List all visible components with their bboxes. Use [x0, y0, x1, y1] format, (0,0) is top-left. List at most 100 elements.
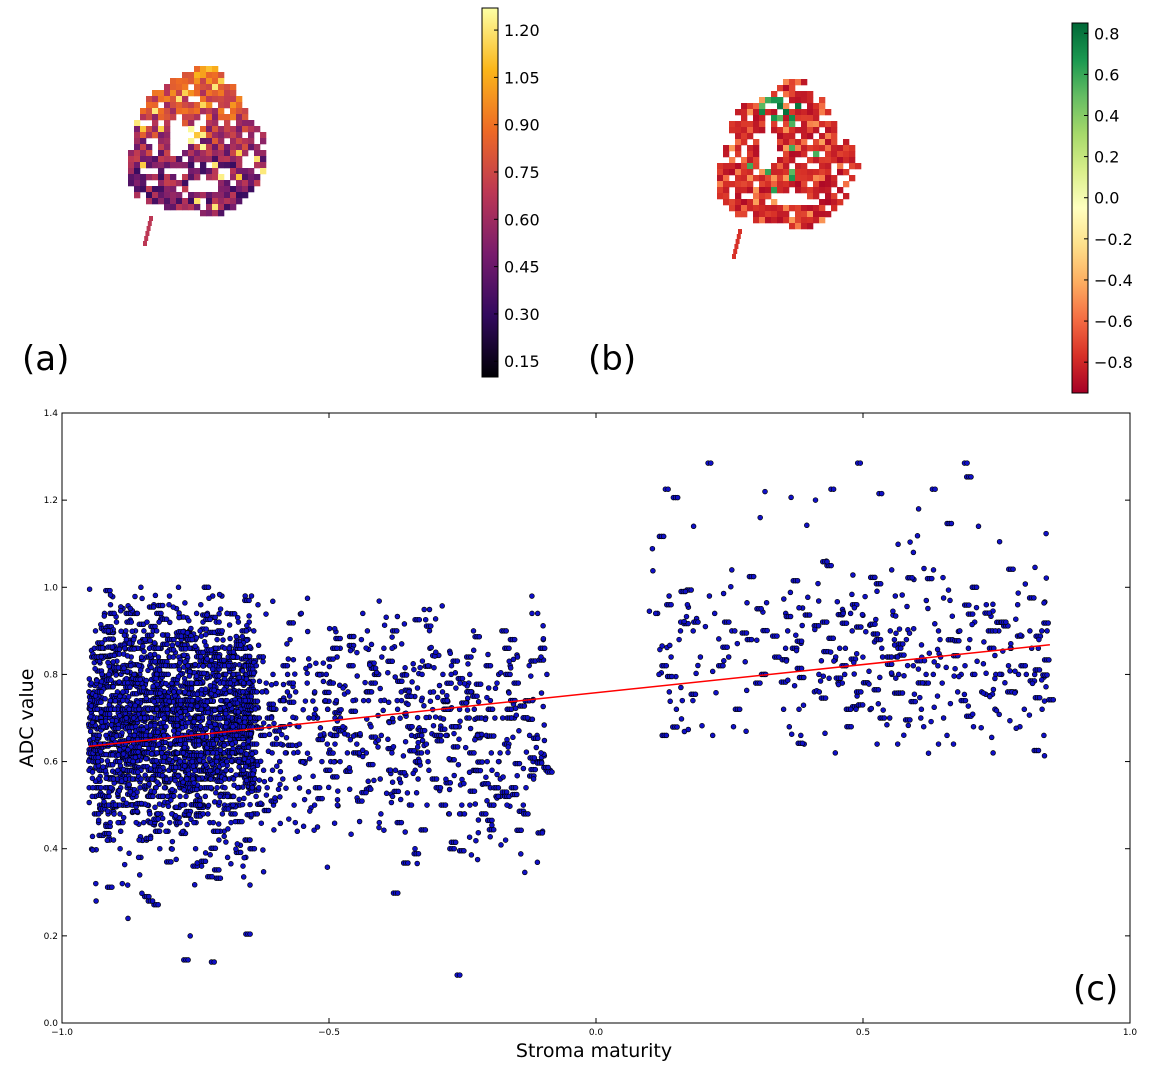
- scatter-point: [216, 799, 223, 805]
- scatter-point: [200, 663, 206, 669]
- scatter-point: [192, 643, 198, 650]
- scatter-point: [446, 786, 453, 793]
- map-pixel: [795, 151, 802, 158]
- map-pixel: [134, 138, 141, 145]
- map-pixel: [194, 156, 201, 163]
- map-pixel: [819, 133, 826, 140]
- scatter-point: [158, 610, 164, 617]
- map-pixel: [194, 204, 201, 211]
- scatter-point: [268, 682, 275, 688]
- map-pixel: [200, 126, 207, 133]
- scatter-point: [157, 690, 163, 697]
- scatter-point: [135, 854, 142, 861]
- scatter-point: [110, 684, 116, 690]
- scatter-point: [225, 806, 232, 812]
- colorbar-tick-label: 0.2: [1094, 148, 1119, 167]
- scatter-point: [106, 830, 112, 837]
- scatter-point: [466, 715, 472, 721]
- map-pixel: [152, 108, 159, 115]
- scatter-point: [260, 869, 267, 875]
- scatter-point: [364, 628, 371, 634]
- scatter-point: [124, 668, 131, 675]
- scatter-point: [109, 884, 115, 890]
- scatter-point: [160, 758, 167, 765]
- scatter-point: [257, 758, 264, 765]
- scatter-point: [319, 795, 325, 802]
- map-pixel: [164, 102, 171, 109]
- map-pixel: [200, 78, 207, 85]
- scatter-point: [301, 796, 308, 803]
- map-pixel: [230, 186, 237, 193]
- scatter-point: [177, 697, 184, 704]
- scatter-point: [373, 669, 380, 676]
- scatter-point: [193, 673, 200, 679]
- map-pixel: [146, 198, 153, 205]
- scatter-point: [471, 750, 477, 756]
- scatter-point: [245, 744, 252, 751]
- scatter-point: [223, 719, 230, 726]
- scatter-point: [253, 793, 259, 800]
- map-pixel: [825, 109, 832, 116]
- scatter-point: [140, 684, 147, 691]
- scatter-point: [483, 774, 489, 780]
- scatter-point: [245, 758, 252, 765]
- scatter-point: [439, 603, 445, 609]
- map-pixel: [206, 138, 213, 145]
- scatter-point: [224, 793, 231, 800]
- scatter-point: [427, 698, 434, 704]
- map-pixel: [735, 139, 742, 146]
- scatter-point: [335, 788, 341, 794]
- scatter-point: [171, 689, 177, 695]
- scatter-point: [178, 714, 184, 720]
- scatter-point: [203, 631, 209, 638]
- scatter-point: [192, 661, 198, 668]
- scatter-point: [95, 758, 101, 765]
- scatter-point: [105, 802, 112, 808]
- scatter-point: [263, 689, 270, 695]
- map-pixel: [734, 244, 739, 249]
- colorbar-tick-label: 0.15: [504, 352, 540, 371]
- scatter-point: [379, 654, 385, 660]
- map-pixel: [759, 103, 766, 110]
- map-pixel: [200, 138, 207, 145]
- map-pixel: [218, 192, 225, 199]
- scatter-point: [243, 751, 250, 757]
- scatter-point: [484, 758, 490, 765]
- scatter-point: [181, 744, 188, 751]
- scatter-point: [216, 673, 222, 679]
- map-pixel: [230, 168, 237, 175]
- scatter-point: [498, 669, 504, 676]
- scatter-point: [331, 759, 337, 765]
- map-pixel: [242, 126, 249, 133]
- map-pixel: [212, 120, 219, 127]
- scatter-point: [363, 789, 369, 796]
- map-pixel: [789, 109, 796, 116]
- scatter-point: [389, 645, 395, 652]
- scatter-point: [230, 671, 237, 678]
- scatter-point: [413, 790, 420, 796]
- scatter-point: [116, 747, 123, 753]
- scatter-point: [198, 633, 205, 639]
- scatter-point: [135, 769, 141, 775]
- scatter-point: [181, 787, 187, 793]
- scatter-point: [255, 602, 261, 608]
- scatter-point: [421, 727, 428, 734]
- map-pixel: [158, 138, 165, 145]
- scatter-point: [172, 755, 179, 762]
- scatter-point: [381, 827, 387, 833]
- scatter-point: [138, 584, 144, 591]
- scatter-point: [210, 750, 216, 756]
- colorbar-tick-label: 1.05: [504, 68, 540, 87]
- map-pixel: [849, 145, 856, 152]
- map-pixel: [807, 91, 814, 98]
- scatter-point: [89, 793, 95, 800]
- scatter-point: [389, 750, 395, 756]
- scatter-point: [175, 673, 182, 680]
- scatter-point: [348, 831, 354, 837]
- scatter-point: [176, 689, 182, 695]
- map-pixel: [759, 121, 766, 128]
- map-pixel: [777, 163, 784, 170]
- scatter-point: [354, 741, 360, 747]
- scatter-point: [410, 661, 416, 667]
- scatter-point: [376, 824, 382, 831]
